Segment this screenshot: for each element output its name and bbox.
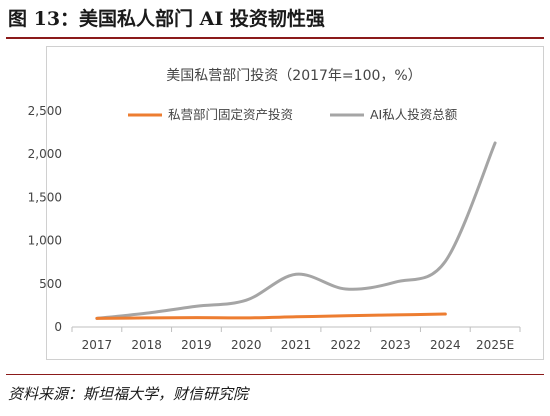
y-tick-label: 2,000 <box>28 147 62 161</box>
legend: 私营部门固定资产投资 AI私人投资总额 <box>128 107 458 122</box>
chart-title: 美国私营部门投资（2017年=100，%） <box>166 68 421 84</box>
y-tick-label: 1,500 <box>28 190 62 204</box>
x-tick-label: 2025E <box>476 338 514 352</box>
y-tick-label: 0 <box>54 320 62 334</box>
series-line-1 <box>95 141 497 320</box>
source-note: 资料来源：斯坦福大学，财信研究院 <box>8 385 249 403</box>
x-tick-label: 2018 <box>131 338 162 352</box>
x-axis: 2017 2018 2019 2020 2021 2022 2023 2024 2025E <box>71 326 521 352</box>
legend-label: AI私人投资总额 <box>370 107 458 122</box>
source-rule <box>6 374 544 375</box>
chart-frame <box>46 46 544 360</box>
x-tick-label: 2024 <box>430 338 461 352</box>
title-rule <box>6 37 544 39</box>
x-tick-label: 2017 <box>82 338 113 352</box>
x-tick-label: 2021 <box>281 338 312 352</box>
y-tick-label: 500 <box>39 277 62 291</box>
series-line-0 <box>95 312 447 320</box>
y-tick-label: 2,500 <box>28 104 62 118</box>
x-tick-label: 2022 <box>331 338 362 352</box>
x-tick-label: 2019 <box>181 338 212 352</box>
x-tick-label: 2020 <box>231 338 262 352</box>
y-axis: 0 500 1,000 1,500 2,000 2,500 <box>28 104 62 334</box>
figure-title: 图 13：美国私人部门 AI 投资韧性强 <box>8 8 325 30</box>
legend-label: 私营部门固定资产投资 <box>168 107 293 122</box>
series-layer <box>95 141 497 320</box>
y-tick-label: 1,000 <box>28 234 62 248</box>
x-tick-label: 2023 <box>380 338 411 352</box>
